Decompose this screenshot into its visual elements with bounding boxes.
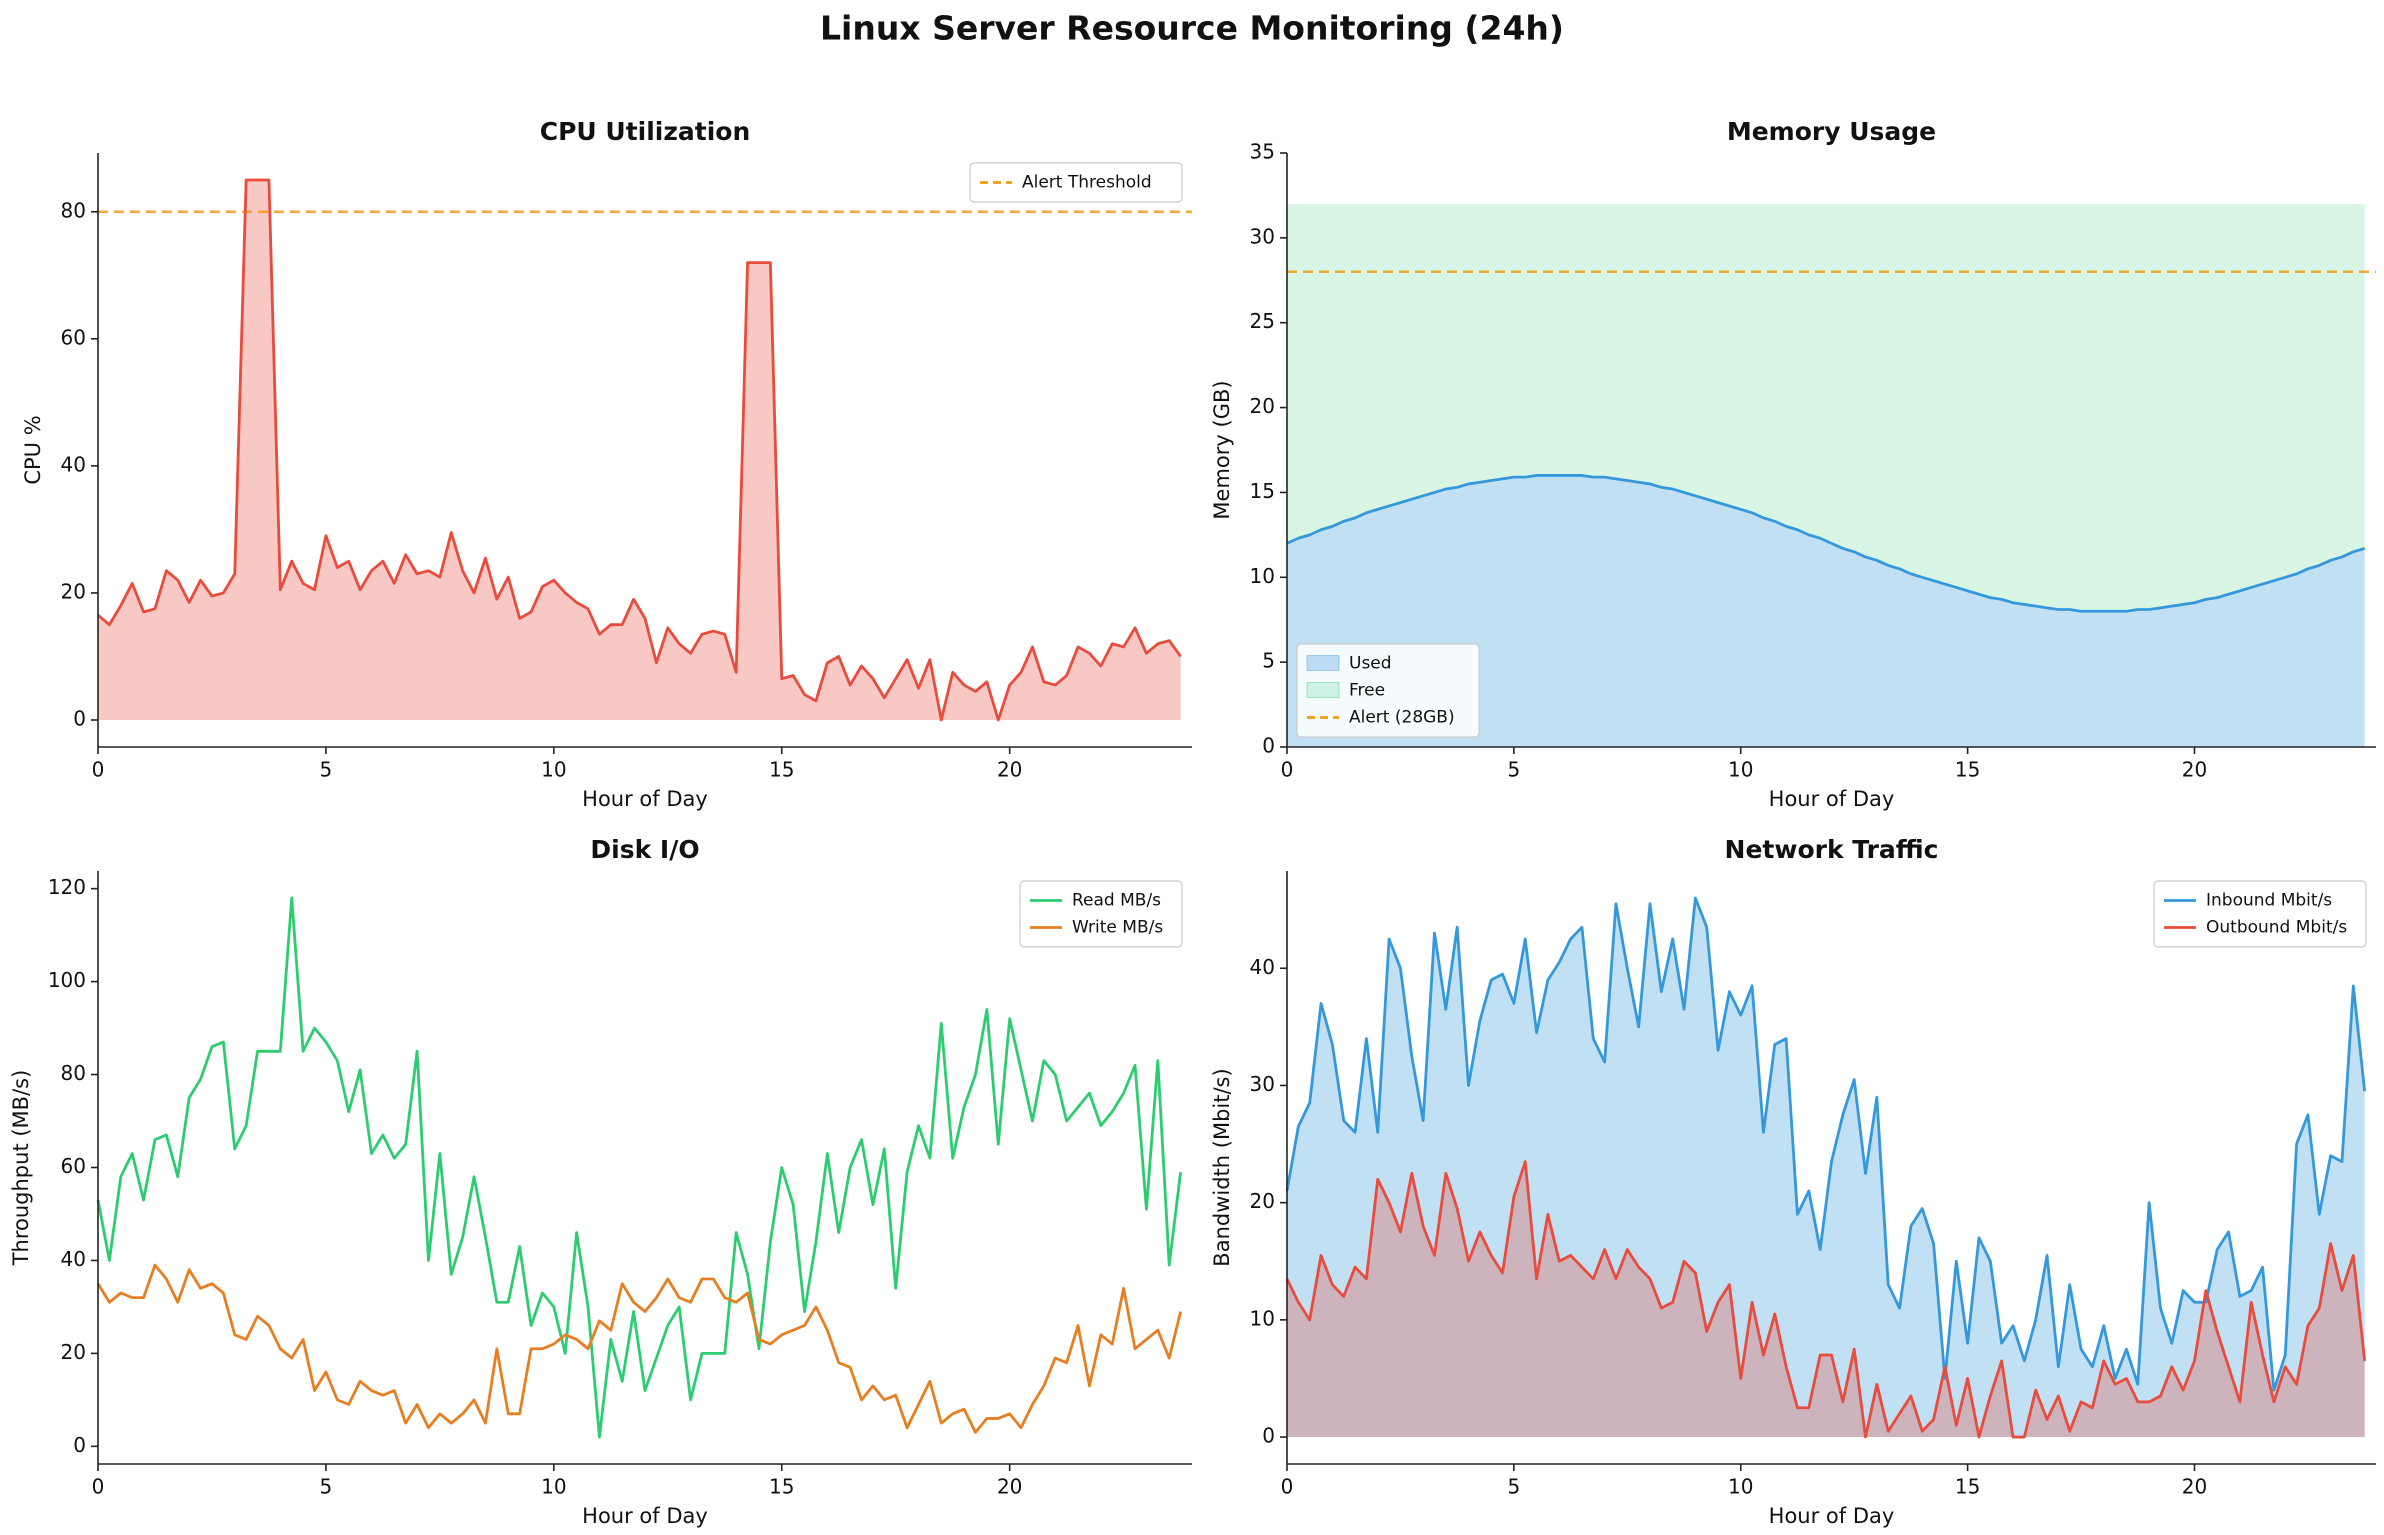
y-tick-label: 5 [1262, 649, 1275, 673]
subplot-title: Disk I/O [590, 835, 699, 864]
area-fill [1287, 475, 2365, 747]
legend: Alert Threshold [969, 162, 1183, 203]
legend-box [1019, 880, 1183, 948]
x-tick-label: 10 [541, 758, 566, 782]
x-tick-label: 15 [1955, 1475, 1980, 1499]
x-tick-label: 10 [1728, 758, 1753, 782]
x-axis-label: Hour of Day [582, 787, 708, 811]
y-tick-label: 100 [48, 968, 86, 992]
x-tick-label: 15 [769, 1475, 794, 1499]
legend-label: Used [1349, 654, 1392, 674]
y-tick-label: 20 [1250, 1189, 1275, 1213]
subplot: Network Traffic Hour of Day Bandwidth (Mbi… [1210, 835, 2376, 1528]
legend-label: Free [1349, 681, 1385, 701]
y-tick-label: 35 [1250, 140, 1275, 164]
x-axis-label: Hour of Day [1769, 787, 1895, 811]
x-tick-label: 20 [2182, 1475, 2207, 1499]
y-tick-label: 80 [61, 1061, 86, 1085]
x-tick-label: 20 [2182, 758, 2207, 782]
legend-label: Outbound Mbit/s [2206, 918, 2347, 938]
y-axis-label: Throughput (MB/s) [9, 1070, 33, 1267]
y-tick-label: 40 [1250, 955, 1275, 979]
y-tick-label: 10 [1250, 1306, 1275, 1330]
legend-label: Write MB/s [1072, 918, 1163, 938]
legend-label: Alert Threshold [1022, 173, 1152, 193]
free-band [1287, 203, 2365, 612]
x-tick-label: 0 [92, 758, 105, 782]
legend-swatch [1306, 655, 1340, 671]
legend: Read MB/s Write MB/s [1019, 880, 1183, 948]
y-axis-label: CPU % [21, 415, 45, 484]
y-tick-label: 30 [1250, 1072, 1275, 1096]
y-tick-label: 60 [61, 325, 86, 349]
y-tick-label: 10 [1250, 564, 1275, 588]
x-tick-label: 10 [1728, 1475, 1753, 1499]
x-axis-label: Hour of Day [1769, 1504, 1895, 1528]
y-tick-label: 80 [61, 198, 86, 222]
legend-box [2153, 880, 2367, 948]
subplot: Memory Usage Hour of Day Memory (GB) 0 5 10 15… [1210, 117, 2376, 811]
subplot-title: Memory Usage [1727, 117, 1936, 146]
x-tick-label: 0 [1281, 758, 1294, 782]
x-axis-label: Hour of Day [582, 1504, 708, 1528]
x-tick-label: 20 [997, 758, 1022, 782]
subplot-title: Network Traffic [1725, 835, 1939, 864]
y-tick-label: 25 [1250, 309, 1275, 333]
legend-box [969, 162, 1183, 203]
y-tick-label: 20 [61, 1340, 86, 1364]
x-tick-label: 20 [997, 1475, 1022, 1499]
legend-label: Read MB/s [1072, 891, 1161, 911]
legend: Used Free Alert (28GB) [1296, 643, 1480, 738]
x-tick-label: 0 [92, 1475, 105, 1499]
series-line [1285, 1160, 2367, 1439]
legend-label: Inbound Mbit/s [2206, 891, 2332, 911]
area-fill [1287, 897, 2365, 1438]
x-tick-label: 5 [1508, 758, 1521, 782]
y-tick-label: 0 [1262, 1424, 1275, 1448]
legend-label: Alert (28GB) [1349, 708, 1455, 728]
legend: Inbound Mbit/s Outbound Mbit/s [2153, 880, 2367, 948]
x-tick-label: 5 [320, 1475, 333, 1499]
legend-box [1296, 643, 1480, 738]
y-tick-label: 0 [73, 707, 86, 731]
y-tick-label: 40 [61, 1247, 86, 1271]
y-tick-label: 0 [1262, 734, 1275, 758]
series-line [1286, 474, 2366, 613]
x-tick-label: 5 [1508, 1475, 1521, 1499]
y-axis-label: Bandwidth (Mbit/s) [1210, 1068, 1234, 1266]
x-tick-label: 15 [769, 758, 794, 782]
y-tick-label: 20 [1250, 394, 1275, 418]
y-tick-label: 40 [61, 452, 86, 476]
legend-swatch [1306, 682, 1340, 698]
x-tick-label: 15 [1955, 758, 1980, 782]
x-tick-label: 0 [1281, 1475, 1294, 1499]
x-tick-label: 10 [541, 1475, 566, 1499]
y-tick-label: 15 [1250, 479, 1275, 503]
subplot-title: CPU Utilization [540, 117, 751, 146]
series-line [97, 178, 1182, 722]
y-tick-label: 120 [48, 875, 86, 899]
series-line [96, 896, 1182, 1439]
y-tick-label: 60 [61, 1154, 86, 1178]
x-tick-label: 5 [320, 758, 333, 782]
y-tick-label: 20 [61, 579, 86, 603]
y-tick-label: 0 [73, 1433, 86, 1457]
y-axis-label: Memory (GB) [1210, 380, 1234, 519]
area-fill [1287, 1161, 2365, 1438]
subplot: Disk I/O Hour of Day Throughput (MB/s) 0 20 4… [9, 835, 1192, 1528]
area-fill [98, 180, 1181, 720]
series-line [1285, 896, 2367, 1392]
figure-title: Linux Server Resource Monitoring (24h) [820, 9, 1564, 48]
series-line [96, 1263, 1182, 1434]
y-tick-label: 30 [1250, 224, 1275, 248]
subplot: CPU Utilization Hour of Day CPU % 0 20 40 60 80… [21, 117, 1192, 811]
